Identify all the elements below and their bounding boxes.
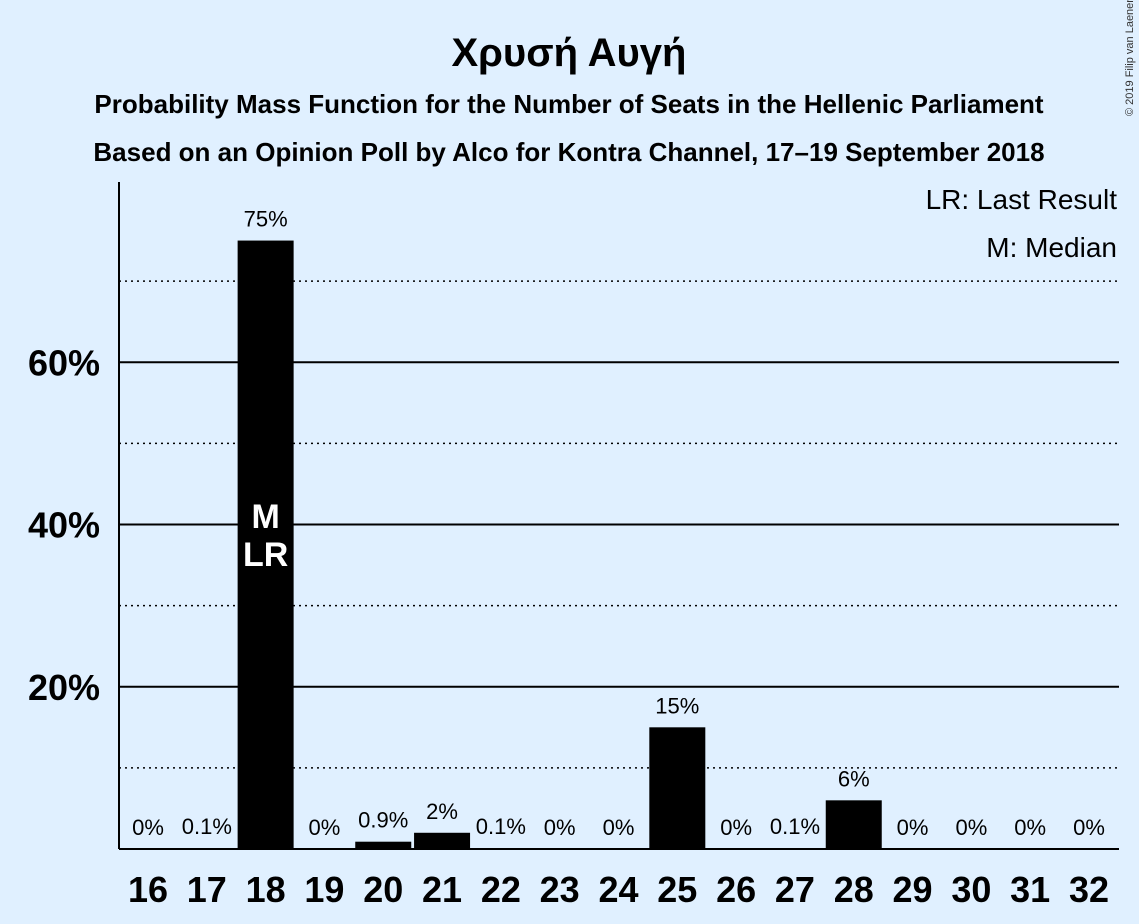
x-tick-label: 31	[1010, 869, 1050, 910]
y-tick-label: 20%	[28, 667, 100, 708]
x-tick-label: 22	[481, 869, 521, 910]
bar-value-label: 0%	[132, 815, 164, 840]
bar-value-label: 0.1%	[182, 814, 232, 839]
bar	[649, 727, 706, 849]
x-tick-label: 19	[304, 869, 344, 910]
x-tick-label: 28	[834, 869, 874, 910]
bar-value-label: 0%	[897, 815, 929, 840]
x-tick-label: 16	[128, 869, 168, 910]
x-tick-label: 32	[1069, 869, 1109, 910]
bar	[355, 841, 412, 849]
bar-value-label: 0%	[955, 815, 987, 840]
x-tick-label: 20	[363, 869, 403, 910]
bars: MLR	[178, 240, 882, 849]
x-tick-label: 29	[893, 869, 933, 910]
chart-subtitle-1: Probability Mass Function for the Number…	[94, 89, 1044, 119]
x-tick-label: 26	[716, 869, 756, 910]
bar	[825, 800, 882, 849]
copyright-text: © 2019 Filip van Laenen	[1124, 0, 1136, 116]
bar	[414, 832, 471, 849]
bar-value-label: 2%	[426, 799, 458, 824]
bar-value-label: 0%	[603, 815, 635, 840]
bar-value-label: 0.9%	[358, 808, 408, 833]
bar-value-label: 0%	[1014, 815, 1046, 840]
bar-value-label: 0%	[720, 815, 752, 840]
chart-subtitle-2: Based on an Opinion Poll by Alco for Kon…	[93, 137, 1044, 167]
bar	[237, 240, 294, 849]
legend-median: M: Median	[986, 232, 1117, 263]
x-tick-label: 18	[246, 869, 286, 910]
x-tick-label: 23	[540, 869, 580, 910]
last-result-marker: LR	[243, 536, 288, 574]
chart-title: Χρυσή Αυγή	[452, 31, 687, 75]
bar-value-label: 75%	[244, 207, 288, 232]
x-tick-label: 24	[598, 869, 638, 910]
bar-value-label: 0.1%	[476, 814, 526, 839]
median-marker: M	[251, 498, 279, 536]
x-tick-label: 25	[657, 869, 697, 910]
y-tick-labels: 20% 40% 60%	[28, 342, 100, 708]
bar-value-label: 6%	[838, 766, 870, 791]
x-tick-label: 21	[422, 869, 462, 910]
bar-value-label: 0%	[1073, 815, 1105, 840]
y-tick-label: 40%	[28, 505, 100, 546]
x-tick-label: 27	[775, 869, 815, 910]
x-tick-labels: 16 17 18 19 20 21 22 23 24 25 26 27 28 29 30 31 32	[128, 869, 1109, 910]
x-tick-label: 30	[951, 869, 991, 910]
bar-value-label: 15%	[655, 693, 699, 718]
value-labels: 0% 0.1% 75% 0% 0.9% 2% 0.1% 0% 0% 15% 0% 0.1% 6% 0% 0%…	[132, 207, 1105, 840]
x-tick-label: 17	[187, 869, 227, 910]
bar-value-label: 0%	[309, 815, 341, 840]
bar-value-label: 0%	[544, 815, 576, 840]
bar-value-label: 0.1%	[770, 814, 820, 839]
y-tick-label: 60%	[28, 342, 100, 383]
legend-last-result: LR: Last Result	[926, 184, 1118, 215]
